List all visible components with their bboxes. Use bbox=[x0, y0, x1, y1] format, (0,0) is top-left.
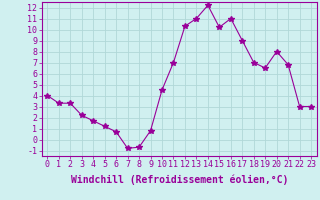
X-axis label: Windchill (Refroidissement éolien,°C): Windchill (Refroidissement éolien,°C) bbox=[70, 175, 288, 185]
